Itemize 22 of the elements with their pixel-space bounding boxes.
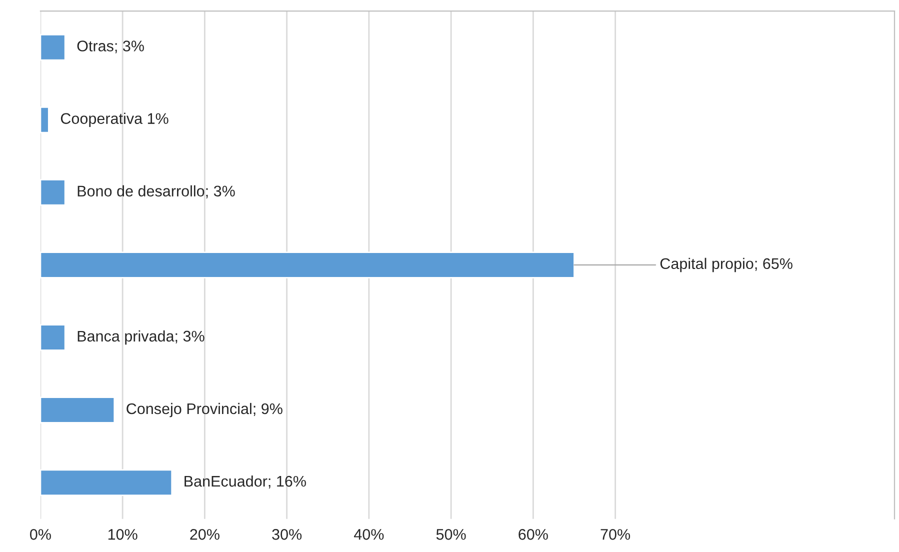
x-tick-label: 20% (190, 529, 220, 540)
data-label: Bono de desarrollo; 3% (78, 185, 235, 198)
bar (40, 34, 66, 61)
x-tick-label: 30% (272, 529, 302, 540)
data-label: Capital propio; 65% (660, 258, 792, 272)
x-tick-label: 50% (436, 529, 466, 540)
bar (40, 179, 66, 206)
x-tick-label: 40% (354, 529, 384, 540)
x-tick-label: 10% (108, 529, 138, 540)
x-tick-label: 70% (600, 529, 630, 540)
data-label: Cooperativa 1% (60, 112, 168, 127)
bar (40, 252, 575, 278)
data-label: Otras; 3% (77, 40, 144, 54)
bar (40, 469, 173, 496)
data-label: Banca privada; 3% (78, 330, 204, 345)
data-label: Consejo Provincial; 9% (126, 402, 282, 418)
x-tick-label: 60% (518, 529, 548, 540)
data-label: BanEcuador; 16% (184, 475, 306, 489)
bar (40, 324, 66, 351)
bar (40, 396, 116, 424)
bar (40, 106, 50, 134)
x-tick-label: 0% (30, 529, 51, 540)
